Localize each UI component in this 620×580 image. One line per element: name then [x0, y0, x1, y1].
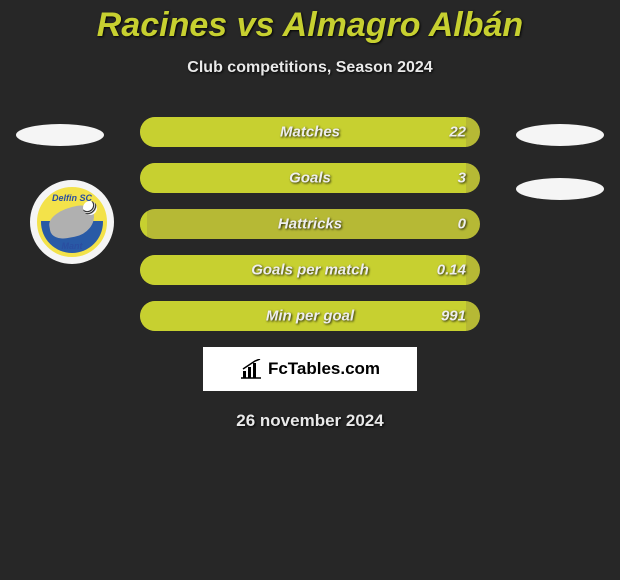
- club-badge-bottom-text: Mant: [62, 241, 83, 251]
- stat-value: 22: [449, 124, 466, 141]
- stat-bar: Matches 22: [140, 117, 480, 147]
- brand-text: FcTables.com: [268, 359, 380, 379]
- stat-label: Goals: [289, 170, 331, 187]
- stat-value: 0.14: [437, 262, 466, 279]
- ball-icon: [83, 201, 97, 215]
- stat-label: Min per goal: [266, 308, 354, 325]
- stat-value: 3: [458, 170, 466, 187]
- subtitle: Club competitions, Season 2024: [0, 59, 620, 77]
- date-text: 26 november 2024: [0, 411, 620, 431]
- right-team-placeholder-2: [516, 178, 604, 200]
- stat-label: Matches: [280, 124, 340, 141]
- stat-bar-fill: [140, 209, 147, 239]
- page-title: Racines vs Almagro Albán: [0, 0, 620, 45]
- club-badge: Delfin SC Mant: [30, 180, 114, 264]
- stat-value: 991: [441, 308, 466, 325]
- stats-bars: Matches 22 Goals 3 Hattricks 0 Goals per…: [140, 117, 480, 331]
- stat-bar: Hattricks 0: [140, 209, 480, 239]
- bar-chart-icon: [240, 359, 262, 379]
- stat-bar: Goals 3: [140, 163, 480, 193]
- stat-bar: Min per goal 991: [140, 301, 480, 331]
- stat-value: 0: [458, 216, 466, 233]
- left-team-placeholder-1: [16, 124, 104, 146]
- brand-box[interactable]: FcTables.com: [203, 347, 417, 391]
- stat-label: Goals per match: [251, 262, 369, 279]
- stat-label: Hattricks: [278, 216, 342, 233]
- stat-bar: Goals per match 0.14: [140, 255, 480, 285]
- right-team-placeholder-1: [516, 124, 604, 146]
